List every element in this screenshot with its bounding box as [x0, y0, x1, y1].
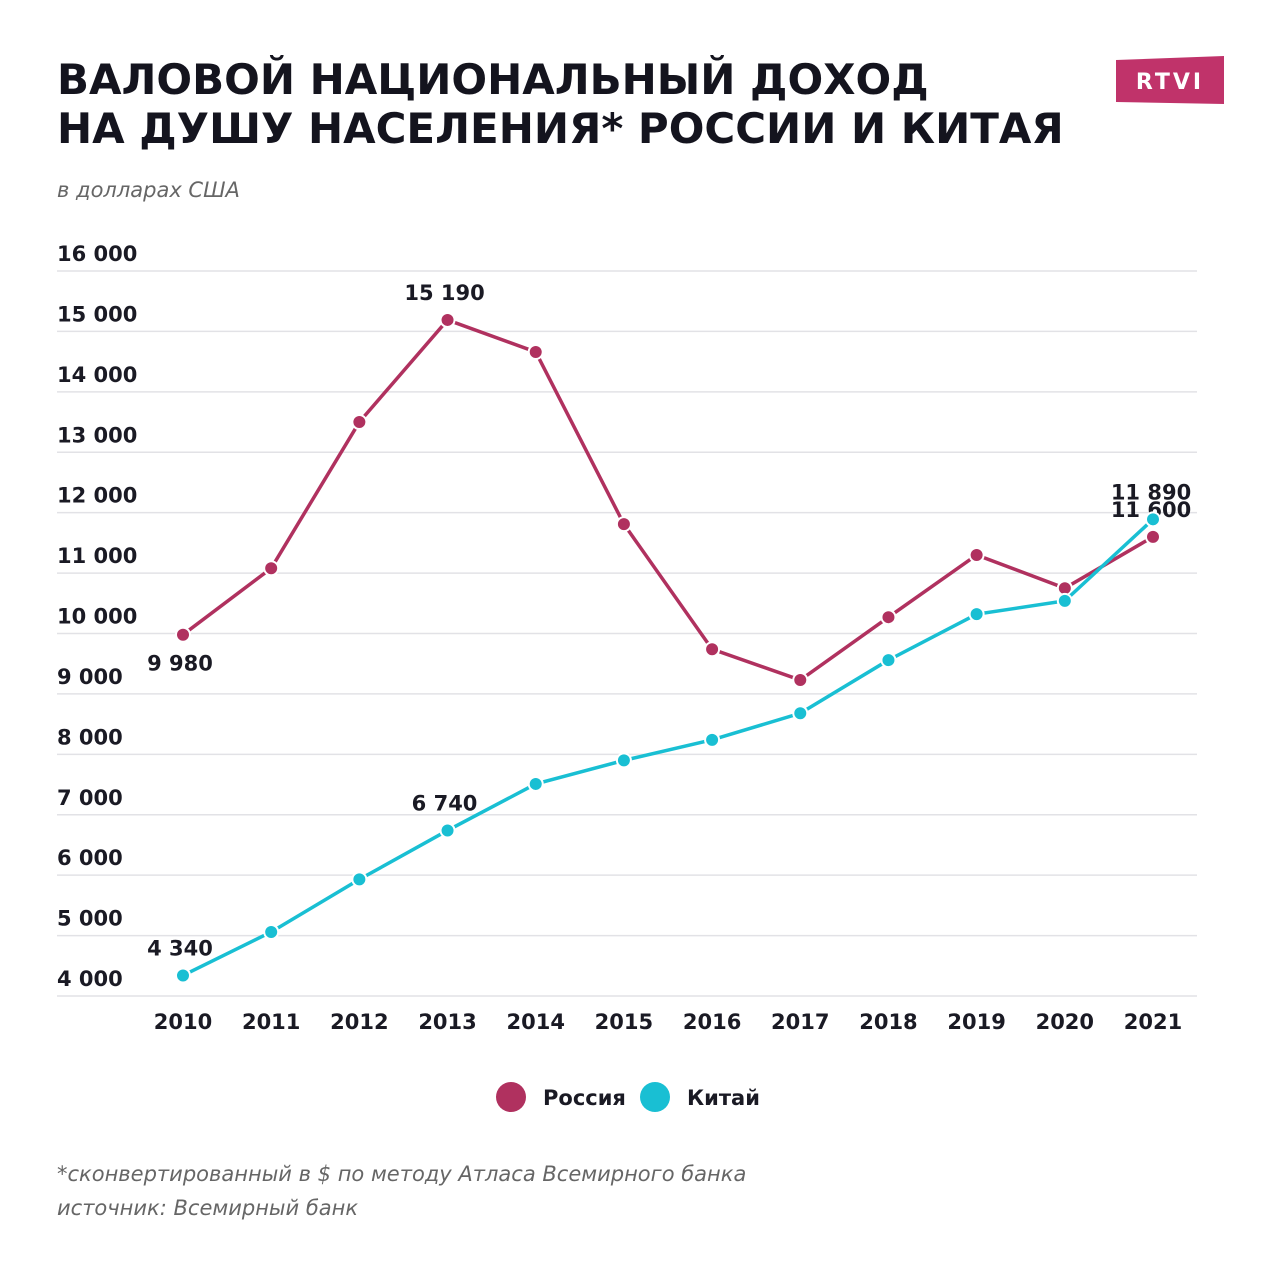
point [615, 752, 632, 769]
point [1145, 528, 1161, 545]
data-label: 4 340 [147, 936, 213, 960]
x-tick-label: 2016 [683, 1010, 741, 1034]
y-tick-label: 15 000 [57, 302, 137, 326]
point [615, 516, 632, 533]
x-tick-label: 2021 [1124, 1010, 1182, 1034]
point [263, 923, 280, 940]
legend-label: Россия [543, 1086, 626, 1110]
x-tick-label: 2015 [595, 1010, 653, 1034]
data-label: 11 890 [1111, 480, 1191, 504]
y-tick-label: 4 000 [57, 967, 123, 991]
point [704, 731, 721, 748]
y-tick-label: 8 000 [57, 725, 123, 749]
point [1145, 511, 1161, 528]
point [792, 672, 809, 689]
x-tick-label: 2012 [330, 1010, 388, 1034]
data-label: 15 190 [404, 281, 484, 305]
y-tick-label: 7 000 [57, 786, 123, 810]
y-tick-label: 12 000 [57, 484, 137, 508]
point [880, 609, 897, 626]
data-label: 6 740 [412, 791, 478, 815]
x-tick-label: 2013 [418, 1010, 476, 1034]
point [175, 626, 191, 643]
legend-label: Китай [687, 1086, 760, 1110]
point [792, 705, 809, 722]
x-tick-label: 2019 [947, 1010, 1005, 1034]
legend-marker [640, 1082, 670, 1112]
point [263, 560, 280, 577]
y-tick-label: 11 000 [57, 544, 137, 568]
y-tick-label: 10 000 [57, 605, 137, 629]
y-tick-label: 14 000 [57, 363, 137, 387]
x-tick-label: 2014 [507, 1010, 565, 1034]
point [527, 775, 544, 792]
x-tick-label: 2010 [154, 1010, 212, 1034]
source: источник: Всемирный банк [57, 1196, 358, 1220]
legend-marker [496, 1082, 526, 1112]
series-line [181, 317, 1154, 682]
point [704, 641, 721, 658]
chart-title: ВАЛОВОЙ НАЦИОНАЛЬНЫЙ ДОХОД [57, 54, 929, 104]
logo: RTVI [1136, 70, 1204, 95]
y-tick-label: 13 000 [57, 423, 137, 447]
x-tick-label: 2017 [771, 1010, 829, 1034]
y-tick-label: 9 000 [57, 665, 123, 689]
series-line [182, 518, 1155, 978]
data-label: 9 980 [147, 652, 213, 676]
logo-shape [1116, 56, 1224, 104]
subtitle: в долларах США [57, 178, 240, 202]
point [968, 606, 985, 623]
point [439, 311, 456, 328]
y-tick-label: 16 000 [57, 242, 137, 266]
x-tick-label: 2020 [1036, 1010, 1094, 1034]
footnote: *сконвертированный в $ по методу Атласа … [57, 1162, 746, 1186]
point [351, 414, 368, 431]
point [968, 546, 985, 563]
point [351, 871, 368, 888]
y-tick-label: 5 000 [57, 907, 123, 931]
point [527, 343, 544, 360]
point [439, 822, 456, 839]
point [1056, 592, 1073, 609]
point [880, 652, 897, 669]
x-tick-label: 2011 [242, 1010, 300, 1034]
y-tick-label: 6 000 [57, 846, 123, 870]
point [175, 967, 191, 984]
chart-title: НА ДУШУ НАСЕЛЕНИЯ* РОССИИ И КИТАЯ [57, 104, 1064, 153]
x-tick-label: 2018 [859, 1010, 917, 1034]
